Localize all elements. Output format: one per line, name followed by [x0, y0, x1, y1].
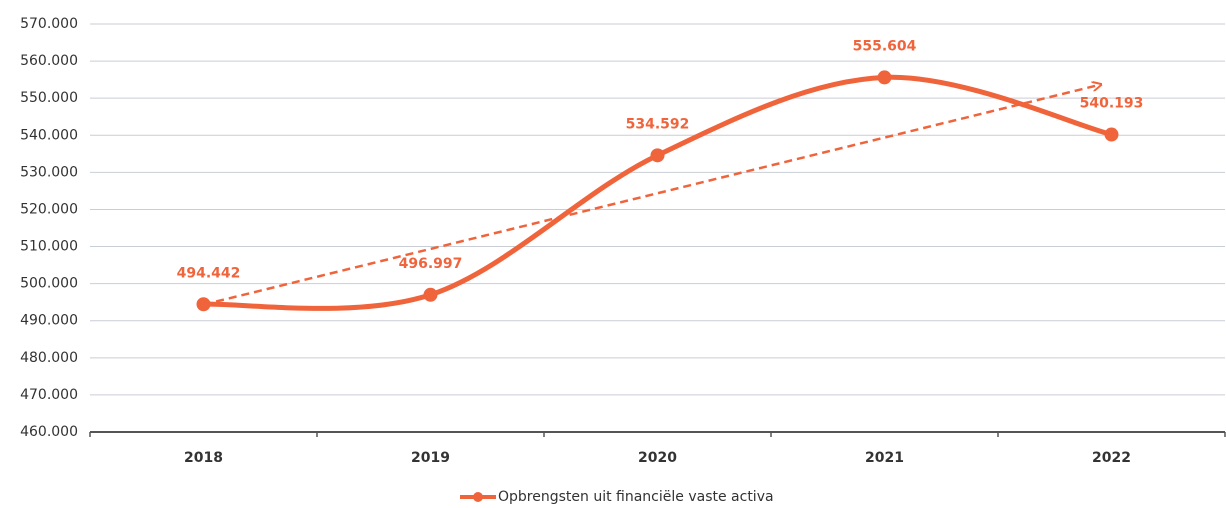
y-tick-label: 540.000 — [20, 127, 78, 143]
x-tick-label: 2022 — [1092, 450, 1131, 466]
legend-label: Opbrengsten uit financiële vaste activa — [498, 489, 774, 505]
y-tick-label: 570.000 — [20, 16, 78, 32]
data-point — [1104, 127, 1119, 142]
data-label: 555.604 — [853, 38, 917, 54]
y-tick-label: 500.000 — [20, 276, 78, 292]
y-tick-label: 480.000 — [20, 350, 78, 366]
legend-marker — [473, 492, 483, 502]
x-tick-label: 2019 — [411, 450, 450, 466]
series-line — [203, 74, 1113, 311]
data-label: 540.193 — [1080, 96, 1144, 112]
x-tick-label: 2018 — [184, 450, 223, 466]
y-tick-label: 560.000 — [20, 53, 78, 69]
y-tick-label: 510.000 — [20, 239, 78, 255]
x-tick-label: 2020 — [638, 450, 677, 466]
y-tick-label: 470.000 — [20, 387, 78, 403]
trend-line — [203, 85, 1101, 306]
data-point — [650, 148, 665, 163]
data-point — [196, 297, 211, 312]
y-tick-label: 530.000 — [20, 164, 78, 180]
data-label: 534.592 — [626, 116, 690, 132]
data-label: 494.442 — [177, 265, 241, 281]
data-point — [423, 287, 438, 302]
y-tick-label: 460.000 — [20, 424, 78, 440]
data-point — [877, 70, 892, 85]
data-label: 496.997 — [399, 256, 463, 272]
y-tick-label: 550.000 — [20, 90, 78, 106]
x-tick-label: 2021 — [865, 450, 904, 466]
y-tick-label: 490.000 — [20, 313, 78, 329]
y-tick-label: 520.000 — [20, 201, 78, 217]
